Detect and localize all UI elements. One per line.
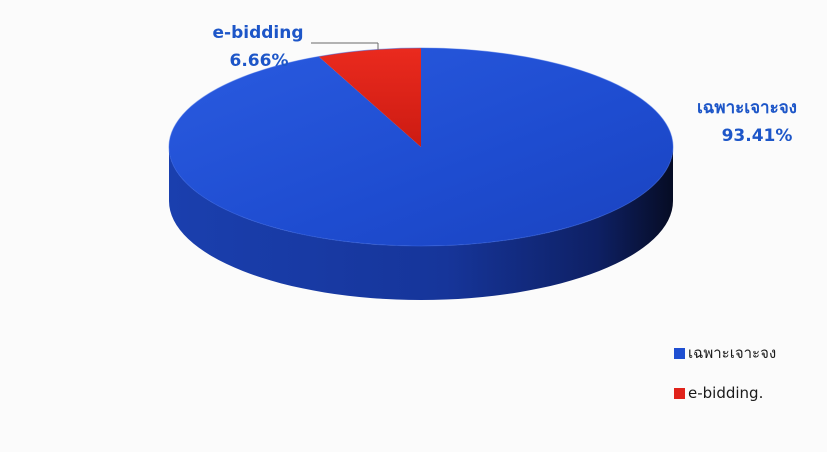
pie-top-rim <box>168 47 674 247</box>
legend-item-ebidding: e-bidding. <box>674 383 824 403</box>
data-label-specific-value: 93.41% <box>722 126 793 146</box>
pie-slice-ebidding <box>318 48 421 147</box>
data-label-specific-name: เฉพาะเจาะจง <box>697 98 797 118</box>
data-label-ebidding-name: e-bidding <box>212 23 303 43</box>
data-label-ebidding-value: 6.66% <box>230 51 289 71</box>
legend-label-ebidding: e-bidding. <box>688 384 764 402</box>
chart-legend: เฉพาะเจาะจง e-bidding. <box>674 343 824 423</box>
pie-side-wall <box>169 147 673 300</box>
legend-swatch-ebidding <box>674 387 685 399</box>
legend-swatch-specific <box>674 347 685 359</box>
legend-label-specific: เฉพาะเจาะจง <box>688 344 777 362</box>
legend-item-specific: เฉพาะเจาะจง <box>674 343 824 363</box>
